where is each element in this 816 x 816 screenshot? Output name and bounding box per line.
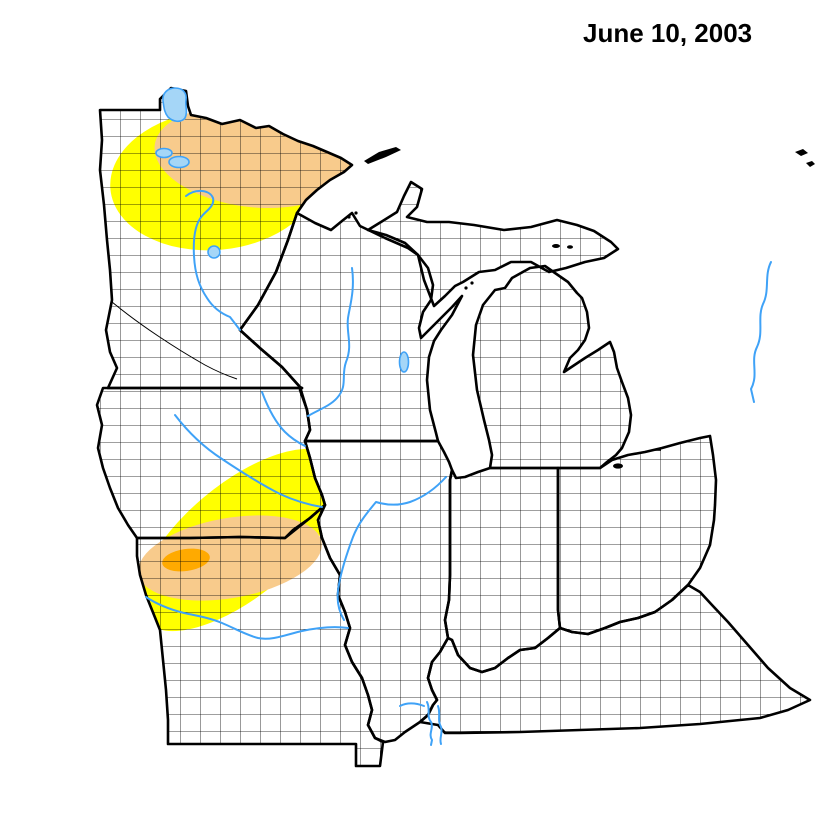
mississippi-river-headwaters bbox=[185, 190, 241, 331]
lake-huron-ontario-shoreline bbox=[750, 261, 772, 403]
rivers bbox=[145, 190, 772, 746]
st-marys-island-1 bbox=[795, 149, 808, 156]
upper-red-lake bbox=[155, 147, 173, 159]
cedar-river bbox=[261, 391, 306, 447]
lakes-outline-group bbox=[155, 87, 410, 373]
bois-blanc-island bbox=[552, 244, 560, 248]
des-moines-river bbox=[174, 414, 323, 508]
ohio-river-confluence bbox=[399, 702, 425, 707]
apostle-island-2 bbox=[354, 211, 358, 215]
lake-barkley bbox=[437, 705, 443, 745]
mille-lacs-lake bbox=[207, 245, 221, 259]
mackinac-island bbox=[567, 245, 573, 249]
missouri-river bbox=[145, 596, 349, 640]
sandusky-bay-mark bbox=[652, 449, 661, 451]
lower-red-lake bbox=[168, 155, 190, 169]
st-marys-island-2 bbox=[806, 161, 815, 167]
lake-winnebago bbox=[398, 351, 410, 373]
door-island-1 bbox=[464, 286, 468, 290]
islands bbox=[347, 147, 815, 469]
wisconsin-river bbox=[307, 267, 354, 417]
maumee-bay-marsh bbox=[613, 463, 623, 469]
apostle-island-1 bbox=[347, 215, 351, 219]
illinois-river bbox=[336, 476, 447, 621]
lakes bbox=[155, 87, 410, 373]
minnesota-river-valley-line bbox=[111, 301, 238, 380]
isle-royale bbox=[364, 147, 401, 164]
map-date-title: June 10, 2003 bbox=[583, 18, 753, 48]
door-island-2 bbox=[470, 281, 474, 285]
kentucky-lake bbox=[426, 701, 433, 746]
lake-of-the-woods bbox=[162, 87, 188, 123]
